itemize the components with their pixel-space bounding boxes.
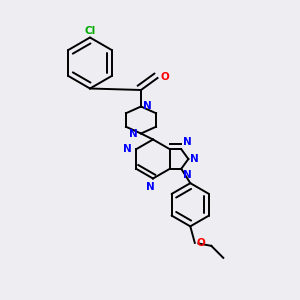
- Text: Cl: Cl: [84, 26, 96, 36]
- Text: N: N: [123, 144, 132, 154]
- Text: N: N: [146, 182, 155, 191]
- Text: N: N: [129, 129, 137, 140]
- Text: N: N: [183, 137, 191, 148]
- Text: N: N: [190, 154, 199, 164]
- Text: N: N: [183, 170, 191, 180]
- Text: O: O: [160, 71, 169, 82]
- Text: N: N: [142, 101, 151, 111]
- Text: O: O: [196, 238, 205, 248]
